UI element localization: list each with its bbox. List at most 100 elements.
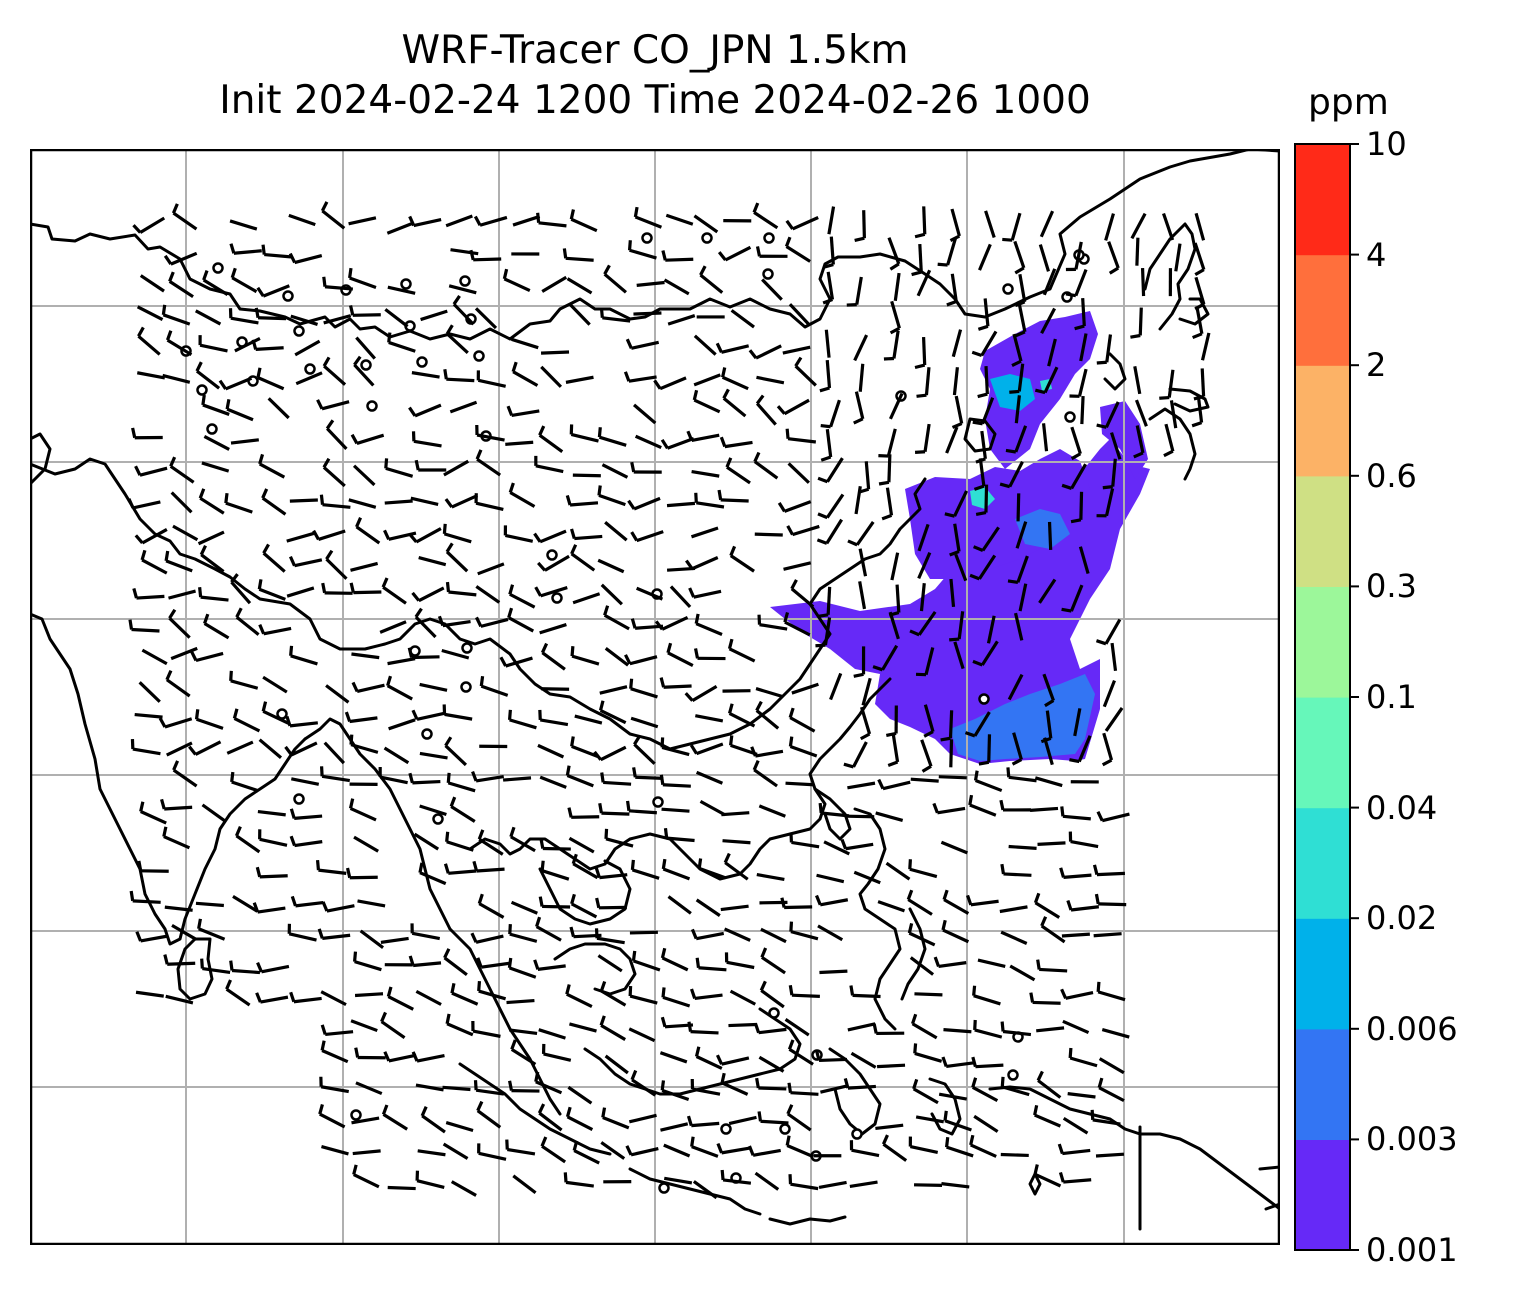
wind-barb-staff bbox=[1043, 366, 1059, 394]
wind-barb-feather bbox=[502, 268, 509, 280]
wind-barb-feather bbox=[380, 1011, 387, 1023]
wind-barb-staff bbox=[294, 558, 323, 568]
wind-barb-staff bbox=[920, 739, 933, 767]
wind-barb-feather bbox=[722, 388, 730, 400]
wind-barb-staff bbox=[1162, 213, 1175, 241]
wind-barb-feather bbox=[345, 867, 352, 879]
wind-barb-staff bbox=[267, 397, 290, 420]
wind-barb-staff bbox=[258, 587, 286, 601]
wind-barb-staff bbox=[445, 214, 473, 228]
wind-barb-staff bbox=[139, 216, 166, 234]
wind-barb-staff bbox=[131, 627, 160, 633]
wind-barb-feather bbox=[1108, 266, 1120, 275]
coastline-segment bbox=[448, 927, 562, 1116]
wind-barb-staff bbox=[321, 1049, 349, 1064]
wind-barb-feather bbox=[697, 858, 703, 869]
wind-barb-staff bbox=[890, 552, 900, 581]
wind-barb-staff bbox=[445, 1121, 474, 1133]
wind-barb-staff bbox=[722, 397, 747, 418]
title-line-1: WRF-Tracer CO_JPN 1.5km bbox=[401, 28, 909, 73]
wind-barb-feather bbox=[1000, 1076, 1005, 1087]
wind-barb-staff bbox=[661, 956, 689, 972]
wind-barb-staff bbox=[629, 930, 658, 935]
wind-barb-feather bbox=[479, 675, 485, 687]
wind-barb-staff bbox=[288, 932, 317, 942]
wind-barb-feather bbox=[476, 957, 483, 968]
wind-barb-feather bbox=[386, 986, 393, 997]
wind-barb-feather bbox=[289, 991, 296, 1003]
wind-barb-staff bbox=[1045, 710, 1053, 739]
wind-barb-staff bbox=[875, 1123, 904, 1131]
wind-barb-staff bbox=[414, 403, 442, 418]
wind-barb-staff bbox=[953, 490, 969, 517]
wind-barb-feather bbox=[353, 355, 362, 366]
wind-barb-staff bbox=[603, 272, 627, 294]
wind-barb-staff bbox=[351, 1116, 380, 1125]
wind-barb-staff bbox=[978, 458, 986, 487]
wind-barb-feather bbox=[881, 513, 893, 521]
colorbar-unit-label: ppm bbox=[1308, 82, 1389, 123]
coastline-segment bbox=[30, 612, 307, 946]
wind-barb-feather bbox=[168, 271, 175, 282]
wind-barb-staff bbox=[1134, 399, 1148, 427]
wind-barb-staff bbox=[721, 1146, 750, 1155]
wind-barb-staff bbox=[1101, 812, 1130, 823]
wind-barb-staff bbox=[597, 954, 623, 973]
wind-barb-feather bbox=[172, 760, 180, 771]
wind-barb-staff bbox=[137, 334, 161, 356]
wind-barb-staff bbox=[262, 551, 286, 573]
wind-barb-staff bbox=[755, 344, 782, 360]
wind-barb-staff bbox=[1047, 338, 1057, 367]
wind-barb-feather bbox=[1033, 1104, 1039, 1116]
wind-barb-feather bbox=[881, 1134, 889, 1145]
title-line-2: Init 2024-02-24 1200 Time 2024-02-26 100… bbox=[219, 78, 1091, 123]
wind-barb-staff bbox=[1095, 1152, 1125, 1158]
wind-barb-staff bbox=[202, 966, 231, 975]
wind-barb-staff bbox=[691, 685, 718, 703]
wind-barb-feather bbox=[603, 264, 611, 275]
wind-barb-feather bbox=[951, 422, 963, 429]
calm-wind-circle bbox=[432, 813, 444, 825]
wind-barb-staff bbox=[1111, 458, 1117, 487]
wind-barb-feather bbox=[684, 692, 694, 702]
wind-barb-feather bbox=[225, 979, 232, 990]
wind-barb-feather bbox=[322, 457, 331, 469]
wind-barb-staff bbox=[1194, 212, 1206, 241]
wind-barb-staff bbox=[226, 740, 254, 755]
wind-barb-staff bbox=[388, 340, 416, 353]
wind-barb-staff bbox=[698, 866, 727, 880]
wind-barb-feather bbox=[408, 215, 416, 227]
wind-barb-staff bbox=[382, 585, 407, 605]
wind-barb-feather bbox=[381, 1104, 389, 1115]
coastline-segment bbox=[1258, 1165, 1280, 1171]
wind-barb-staff bbox=[661, 807, 690, 813]
wind-barb-staff bbox=[946, 1061, 975, 1069]
wind-barb-feather bbox=[139, 801, 145, 812]
wind-barb-feather bbox=[570, 646, 575, 657]
wind-barb-staff bbox=[475, 501, 504, 512]
wind-barb-staff bbox=[411, 371, 440, 379]
wind-barb-feather bbox=[1191, 421, 1203, 428]
wind-barb-staff bbox=[231, 276, 258, 294]
wind-barb-staff bbox=[910, 777, 939, 783]
wind-barb-staff bbox=[1008, 460, 1024, 488]
wind-barb-staff bbox=[787, 437, 817, 444]
wind-barb-feather bbox=[849, 985, 855, 996]
wind-barb-staff bbox=[164, 805, 193, 811]
wind-barb-feather bbox=[633, 206, 639, 218]
wind-barb-staff bbox=[760, 927, 787, 944]
calm-wind-circle bbox=[652, 796, 664, 808]
wind-barb-feather bbox=[255, 992, 262, 1003]
wind-barb-feather bbox=[202, 270, 209, 281]
wind-barb-staff bbox=[1074, 241, 1083, 270]
wind-barb-feather bbox=[411, 709, 419, 721]
wind-barb-staff bbox=[475, 585, 501, 604]
wind-barb-feather bbox=[815, 643, 826, 648]
wind-barb-feather bbox=[788, 985, 794, 996]
wind-barb-staff bbox=[791, 840, 820, 849]
wind-barb-staff bbox=[726, 465, 751, 485]
wind-barb-feather bbox=[256, 962, 263, 973]
wind-barb-staff bbox=[604, 647, 630, 667]
wind-barb-feather bbox=[540, 642, 549, 654]
wind-barb-staff bbox=[661, 615, 689, 631]
